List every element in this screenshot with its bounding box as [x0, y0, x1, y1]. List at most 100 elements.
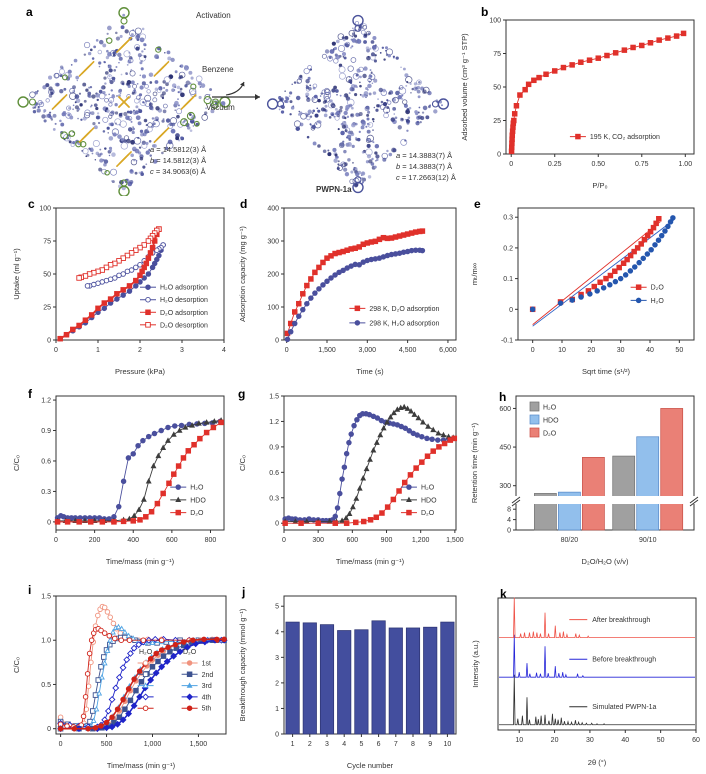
- svg-text:0: 0: [531, 347, 535, 354]
- svg-text:D₂O: D₂O: [183, 649, 197, 656]
- svg-text:Time/mass (min g⁻¹): Time/mass (min g⁻¹): [106, 557, 175, 566]
- svg-text:8: 8: [507, 507, 511, 514]
- chart-svg-i: 0 500 1,000 1,500 0 0.5 1.0 1.5 Time/mass (min g…: [12, 594, 228, 770]
- chart-svg-k: 10 20 30 40 50 60 2θ (°) Intensity (a.u.) Simula…: [471, 597, 700, 767]
- lattice-parameters-before: a = 14.5812(3) Å b = 14.5812(3) Å c = 34…: [150, 145, 207, 176]
- svg-text:0.6: 0.6: [269, 470, 279, 477]
- svg-text:4th: 4th: [202, 694, 212, 701]
- svg-text:D₂O: D₂O: [190, 510, 204, 517]
- svg-text:2θ (°): 2θ (°): [588, 758, 607, 767]
- svg-text:0: 0: [47, 338, 51, 345]
- chart-svg-h: 0 4 8 300 450 600 80/20 90/10 H₂O HDO D₂O D₂O/H₂O (…: [470, 395, 699, 566]
- svg-text:0.3: 0.3: [269, 495, 279, 502]
- svg-text:300: 300: [312, 537, 324, 544]
- svg-text:2: 2: [138, 347, 142, 354]
- svg-text:1.5: 1.5: [269, 394, 279, 401]
- svg-text:195 K, CO₂ adsorption: 195 K, CO₂ adsorption: [590, 134, 660, 141]
- svg-text:Uptake (ml g⁻¹): Uptake (ml g⁻¹): [12, 248, 21, 300]
- svg-text:800: 800: [205, 537, 217, 544]
- svg-text:5th: 5th: [202, 706, 212, 713]
- svg-text:1.2: 1.2: [41, 398, 51, 405]
- svg-text:40: 40: [646, 347, 654, 354]
- svg-text:D₂O desorption: D₂O desorption: [160, 322, 208, 329]
- chart-svg-e: 0 10 20 30 40 50 -0.1 0 0.1 0.2 0.3 Sqrt time (s¹/²…: [470, 207, 695, 376]
- chart-svg-c: 0 1 2 3 4 0 25 50 75 100 Pressure (kPa) Uptake (ml …: [12, 206, 226, 377]
- chart-svg-b: 0 0.25 0.50 0.75 1.00 0 25 50 75 100 P/P₀ Adsorbed …: [460, 18, 695, 190]
- svg-text:1,500: 1,500: [318, 347, 336, 354]
- svg-text:1,000: 1,000: [144, 741, 162, 748]
- svg-text:5: 5: [359, 741, 363, 748]
- svg-text:H₂O adsorption: H₂O adsorption: [160, 285, 208, 292]
- svg-text:1.0: 1.0: [41, 638, 51, 645]
- svg-text:50: 50: [675, 347, 683, 354]
- svg-text:1.00: 1.00: [678, 161, 692, 168]
- svg-text:1st: 1st: [202, 660, 211, 667]
- svg-text:0.2: 0.2: [503, 245, 513, 252]
- svg-text:0: 0: [507, 528, 511, 535]
- svg-text:0: 0: [509, 161, 513, 168]
- svg-text:30: 30: [586, 737, 594, 744]
- svg-text:0: 0: [47, 726, 51, 733]
- chart-svg-g: 0 300 600 900 1,200 1,500 0 0.3 0.6 0.9 1.2 1.5 Time…: [238, 394, 464, 567]
- svg-text:D₂O: D₂O: [421, 510, 435, 517]
- svg-text:0: 0: [282, 537, 286, 544]
- svg-text:600: 600: [347, 537, 359, 544]
- svg-text:10: 10: [444, 741, 452, 748]
- svg-text:Retention time (min g⁻¹): Retention time (min g⁻¹): [470, 422, 479, 503]
- svg-text:75: 75: [43, 239, 51, 246]
- svg-text:H₂O: H₂O: [190, 485, 204, 492]
- activation-label: Activation: [196, 11, 231, 20]
- panel-label-a: a: [26, 5, 33, 19]
- vacuum-label: Vacuum: [206, 103, 235, 112]
- svg-text:50: 50: [43, 272, 51, 279]
- svg-text:0.9: 0.9: [41, 428, 51, 435]
- svg-text:7: 7: [394, 741, 398, 748]
- svg-text:40: 40: [621, 737, 629, 744]
- crystal-structures-svg: [17, 7, 450, 196]
- svg-text:10: 10: [558, 347, 566, 354]
- svg-text:75: 75: [493, 51, 501, 58]
- svg-text:20: 20: [587, 347, 595, 354]
- svg-text:100: 100: [489, 18, 501, 25]
- svg-text:0.3: 0.3: [41, 489, 51, 496]
- svg-text:25: 25: [43, 305, 51, 312]
- svg-text:3rd: 3rd: [202, 683, 212, 690]
- svg-text:0.50: 0.50: [591, 161, 605, 168]
- chart-adsorption-kinetics: 0 1,500 3,000 4,500 6,000 0 100 200 300 400 Time (…: [236, 198, 466, 378]
- svg-text:0: 0: [285, 347, 289, 354]
- svg-text:D₂O: D₂O: [543, 431, 557, 438]
- svg-text:8: 8: [411, 741, 415, 748]
- svg-text:4: 4: [222, 347, 226, 354]
- svg-text:0.6: 0.6: [41, 458, 51, 465]
- svg-text:80/20: 80/20: [561, 537, 579, 544]
- svg-text:1: 1: [96, 347, 100, 354]
- svg-text:1,500: 1,500: [446, 537, 464, 544]
- svg-text:0: 0: [275, 521, 279, 528]
- panel-label-g: g: [238, 387, 246, 401]
- svg-text:2: 2: [308, 741, 312, 748]
- svg-text:Time/mass (min g⁻¹): Time/mass (min g⁻¹): [107, 761, 176, 770]
- panel-label-j: j: [242, 585, 246, 599]
- svg-text:-0.1: -0.1: [501, 338, 513, 345]
- svg-text:D₂O/H₂O (v/v): D₂O/H₂O (v/v): [581, 557, 629, 566]
- svg-text:HDO: HDO: [190, 497, 206, 504]
- svg-text:30: 30: [617, 347, 625, 354]
- panel-label-i: i: [28, 583, 32, 597]
- svg-text:4: 4: [342, 741, 346, 748]
- chart-breakthrough-capacity-bars: 0 1 2 3 4 5 1 2 3 4 5 6 7 8 9 10 Cycle number Breakthroug…: [236, 586, 466, 772]
- chart-sqrt-time-fit: 0 10 20 30 40 50 -0.1 0 0.1 0.2 0.3 Sqrt time (s¹/²…: [468, 198, 704, 378]
- panel-label-k: k: [500, 587, 507, 601]
- svg-text:2: 2: [275, 680, 279, 687]
- svg-text:Intensity (a.u.): Intensity (a.u.): [471, 640, 480, 688]
- svg-text:50: 50: [657, 737, 665, 744]
- svg-text:0.1: 0.1: [503, 276, 513, 283]
- svg-text:0.25: 0.25: [548, 161, 562, 168]
- svg-text:500: 500: [101, 741, 113, 748]
- svg-text:1.5: 1.5: [41, 594, 51, 601]
- svg-text:H₂O: H₂O: [651, 298, 665, 305]
- chart-breakthrough-1: 0 200 400 600 800 0 0.3 0.6 0.9 1.2 Time/mass (min…: [10, 386, 232, 568]
- svg-text:3: 3: [275, 655, 279, 662]
- svg-text:0: 0: [54, 347, 58, 354]
- panel-label-f: f: [28, 387, 32, 401]
- svg-text:4: 4: [275, 629, 279, 636]
